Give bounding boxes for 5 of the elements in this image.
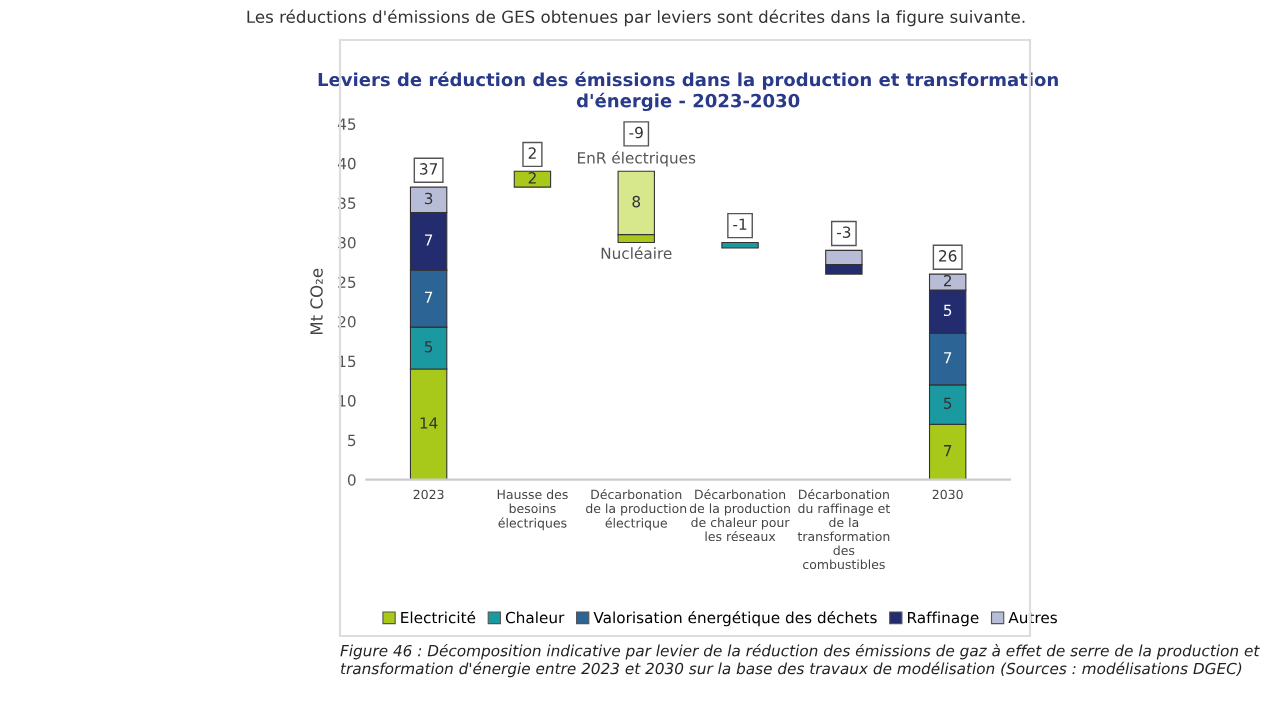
bar <box>617 170 655 236</box>
y-axis-title: Mt CO₂e <box>310 268 323 335</box>
bar <box>513 170 552 188</box>
text: Les réductions d'émissions de GES obtenues par leviers sont décrites dans la figure suivante. <box>247 9 1025 27</box>
chart-title: Leviers de réduction des émissions dans la production et transformation d'énergie - 2023-2030 <box>318 71 1058 112</box>
